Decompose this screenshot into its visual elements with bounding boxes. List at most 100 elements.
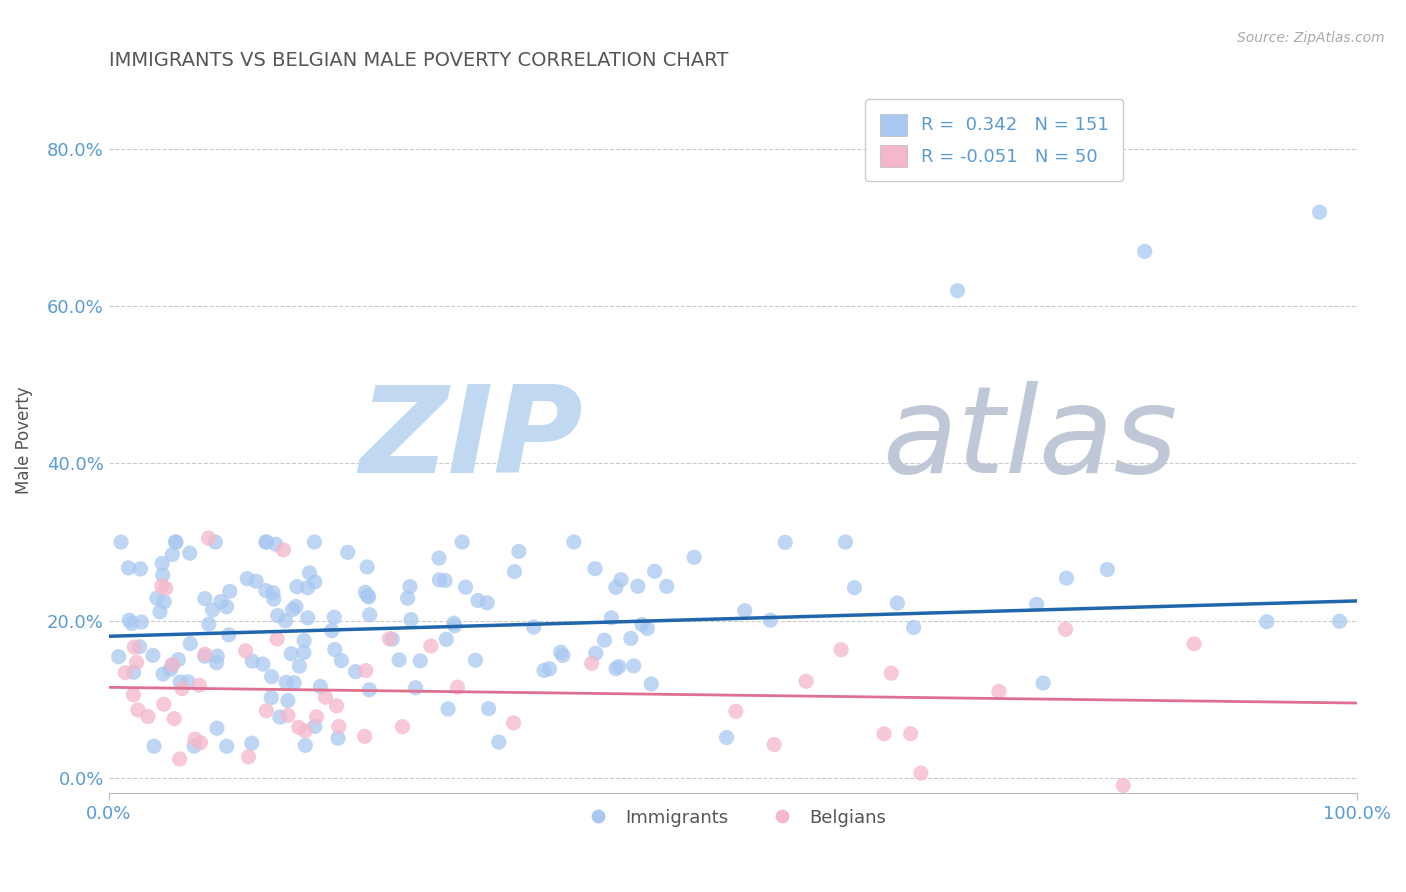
Point [179,637,201,651]
Point [1133,244,1156,259]
Point [830,642,852,657]
Point [197,617,219,632]
Point [215,739,238,754]
Point [562,535,585,549]
Point [356,589,378,603]
Point [623,658,645,673]
Point [204,535,226,549]
Point [165,535,187,549]
Point [285,599,308,614]
Point [183,739,205,754]
Point [503,565,526,579]
Point [283,675,305,690]
Point [600,611,623,625]
Point [276,675,298,690]
Point [763,738,786,752]
Point [1032,676,1054,690]
Point [266,632,288,646]
Point [122,688,145,702]
Legend: Immigrants, Belgians: Immigrants, Belgians [572,801,893,834]
Point [149,605,172,619]
Point [294,739,316,753]
Point [620,632,643,646]
Point [396,591,419,606]
Point [429,573,451,587]
Point [873,727,896,741]
Point [325,698,347,713]
Point [946,284,969,298]
Point [245,574,267,589]
Point [292,645,315,659]
Point [502,715,524,730]
Point [162,548,184,562]
Point [427,551,450,566]
Point [194,647,217,661]
Point [607,659,630,673]
Point [294,723,316,738]
Point [794,674,817,689]
Point [381,632,404,647]
Point [886,596,908,610]
Point [354,585,377,599]
Point [280,647,302,661]
Point [314,690,336,705]
Point [190,736,212,750]
Point [125,656,148,670]
Point [129,562,152,576]
Point [273,542,295,557]
Point [309,680,332,694]
Point [391,720,413,734]
Point [359,682,381,697]
Point [281,603,304,617]
Point [533,664,555,678]
Point [593,633,616,648]
Point [716,731,738,745]
Point [117,561,139,575]
Point [155,581,177,595]
Point [437,702,460,716]
Point [1056,571,1078,585]
Point [285,580,308,594]
Point [169,674,191,689]
Point [297,611,319,625]
Point [1054,623,1077,637]
Point [177,674,200,689]
Point [122,665,145,680]
Point [399,580,422,594]
Text: IMMIGRANTS VS BELGIAN MALE POVERTY CORRELATION CHART: IMMIGRANTS VS BELGIAN MALE POVERTY CORRE… [108,51,728,70]
Point [184,732,207,747]
Point [167,652,190,666]
Point [269,710,291,724]
Point [446,680,468,694]
Point [464,653,486,667]
Point [163,712,186,726]
Point [644,564,666,578]
Point [143,739,166,754]
Point [323,642,346,657]
Point [354,664,377,678]
Point [114,665,136,680]
Point [235,644,257,658]
Point [910,766,932,780]
Point [264,537,287,551]
Point [256,535,278,549]
Point [357,590,380,604]
Point [1112,779,1135,793]
Point [903,620,925,634]
Point [581,657,603,671]
Point [631,617,654,632]
Point [142,648,165,663]
Point [305,710,328,724]
Point [260,690,283,705]
Point [627,579,650,593]
Point [152,568,174,582]
Point [254,583,277,598]
Point [128,640,150,654]
Point [240,654,263,668]
Point [451,535,474,549]
Point [169,752,191,766]
Point [1025,598,1047,612]
Point [478,701,501,715]
Point [218,584,240,599]
Point [152,667,174,681]
